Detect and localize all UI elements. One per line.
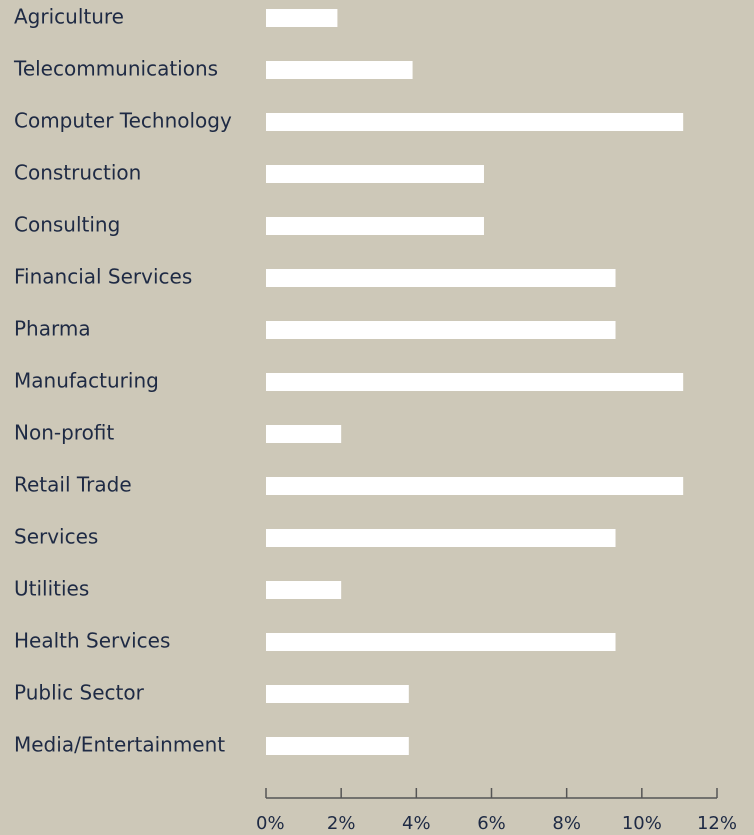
category-label: Computer Technology: [14, 109, 232, 133]
category-label: Utilities: [14, 577, 89, 601]
category-label: Retail Trade: [14, 473, 132, 497]
bar: [266, 61, 413, 79]
bar: [266, 373, 684, 391]
category-label: Pharma: [14, 317, 91, 341]
bar: [266, 165, 484, 183]
x-tick-label: 12%: [697, 813, 737, 834]
bar: [266, 113, 684, 131]
category-label: Manufacturing: [14, 369, 159, 393]
x-tick-label: 10%: [622, 813, 662, 834]
bar: [266, 477, 684, 495]
x-tick-label: 2%: [327, 813, 356, 834]
bar: [266, 685, 409, 703]
bar: [266, 269, 616, 287]
bar: [266, 425, 342, 443]
x-tick-label: 8%: [552, 813, 581, 834]
bar: [266, 9, 338, 27]
x-tick-label: 6%: [477, 813, 506, 834]
category-label: Consulting: [14, 213, 120, 237]
bar: [266, 633, 616, 651]
x-tick-label: 4%: [402, 813, 431, 834]
bar: [266, 581, 342, 599]
category-label: Non-profit: [14, 421, 114, 445]
category-label: Media/Entertainment: [14, 733, 225, 757]
category-label: Health Services: [14, 629, 170, 653]
bar: [266, 529, 616, 547]
x-tick-label: 0%: [256, 813, 285, 834]
category-label: Public Sector: [14, 681, 145, 705]
category-label: Services: [14, 525, 98, 549]
category-label: Agriculture: [14, 5, 124, 29]
bar: [266, 321, 616, 339]
category-label: Financial Services: [14, 265, 192, 289]
category-label: Construction: [14, 161, 141, 185]
bar: [266, 737, 409, 755]
bar: [266, 217, 484, 235]
category-label: Telecommunications: [13, 57, 218, 81]
